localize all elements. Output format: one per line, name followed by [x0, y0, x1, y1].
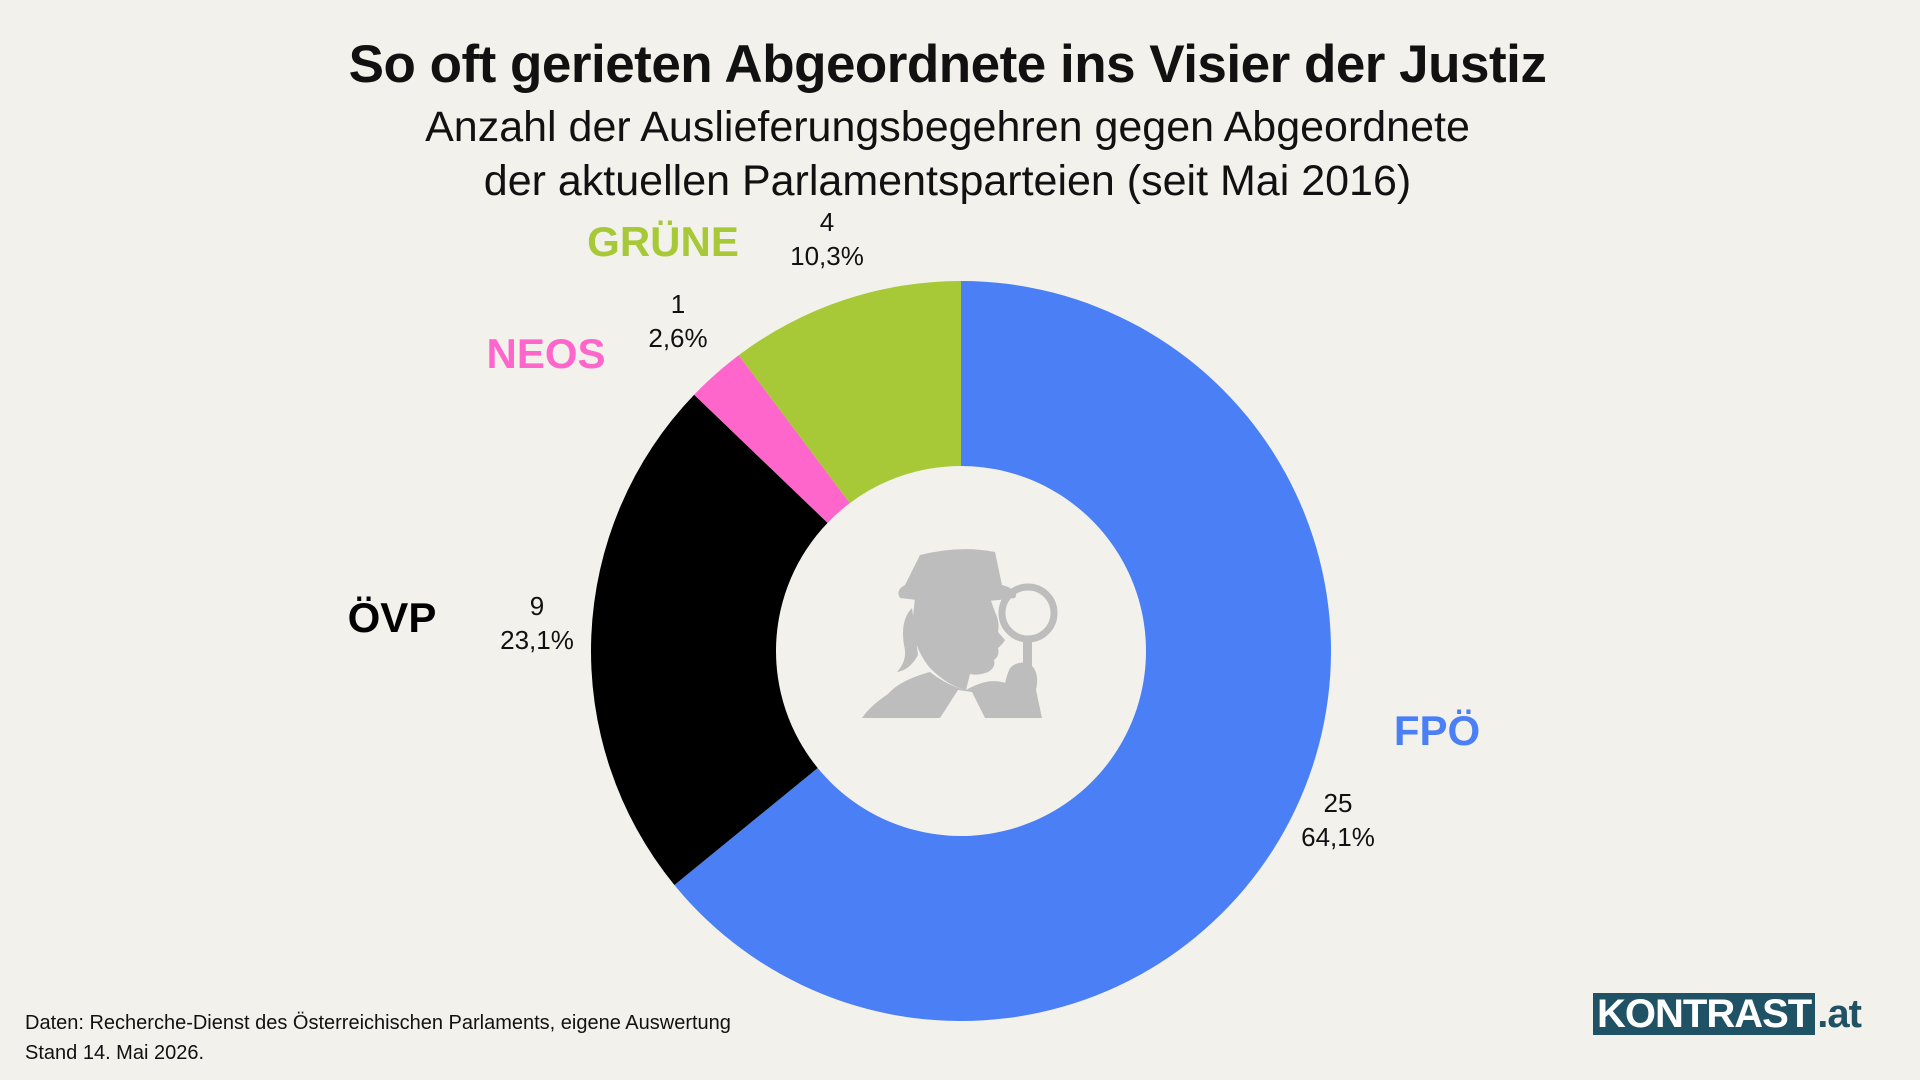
- slice-value-label: 1: [671, 289, 685, 319]
- chart-title: So oft gerieten Abgeordnete ins Visier d…: [348, 35, 1547, 94]
- slice-grüne: [738, 281, 961, 504]
- slice-value-label: 9: [530, 591, 544, 621]
- chart-subtitle: Anzahl der Auslieferungsbegehren gegen A…: [0, 100, 1895, 208]
- chart-subtitle-line-1: Anzahl der Auslieferungsbegehren gegen A…: [425, 103, 1470, 151]
- source-line: Daten: Recherche-Dienst des Österreichis…: [25, 1012, 731, 1034]
- slice-name-label: NEOS: [486, 330, 605, 377]
- slice-percent-label: 64,1%: [1301, 822, 1375, 852]
- kontrast-logo: KONTRAST .at: [1593, 992, 1862, 1036]
- slice-percent-label: 2,6%: [648, 323, 707, 353]
- slice-name-label: GRÜNE: [587, 218, 739, 265]
- slice-neos: [694, 355, 850, 523]
- chart-subtitle-line-2: der aktuellen Parlamentsparteien (seit M…: [483, 157, 1412, 205]
- slice-value-label: 25: [1324, 788, 1353, 818]
- slice-name-label: ÖVP: [348, 594, 437, 641]
- slice-percent-label: 10,3%: [790, 241, 864, 271]
- slice-percent-label: 23,1%: [500, 625, 574, 655]
- source-note: Daten: Recherche-Dienst des Österreichis…: [25, 1008, 731, 1068]
- donut-labels: FPÖ 25 64,1% ÖVP 9 23,1% NEOS 1 2,6% GRÜNE 4 10,3%: [348, 207, 1481, 852]
- logo-tld: .at: [1817, 992, 1862, 1036]
- slice-övp: [591, 394, 828, 886]
- slice-name-label: FPÖ: [1394, 707, 1480, 754]
- slice-fpö: [674, 281, 1331, 1021]
- date-line: Stand 14. Mai 2026.: [25, 1042, 205, 1064]
- donut-slices: [591, 281, 1331, 1021]
- detective-magnifier-icon: [862, 549, 1058, 718]
- logo-brand: KONTRAST: [1593, 993, 1816, 1035]
- slice-value-label: 4: [820, 207, 834, 237]
